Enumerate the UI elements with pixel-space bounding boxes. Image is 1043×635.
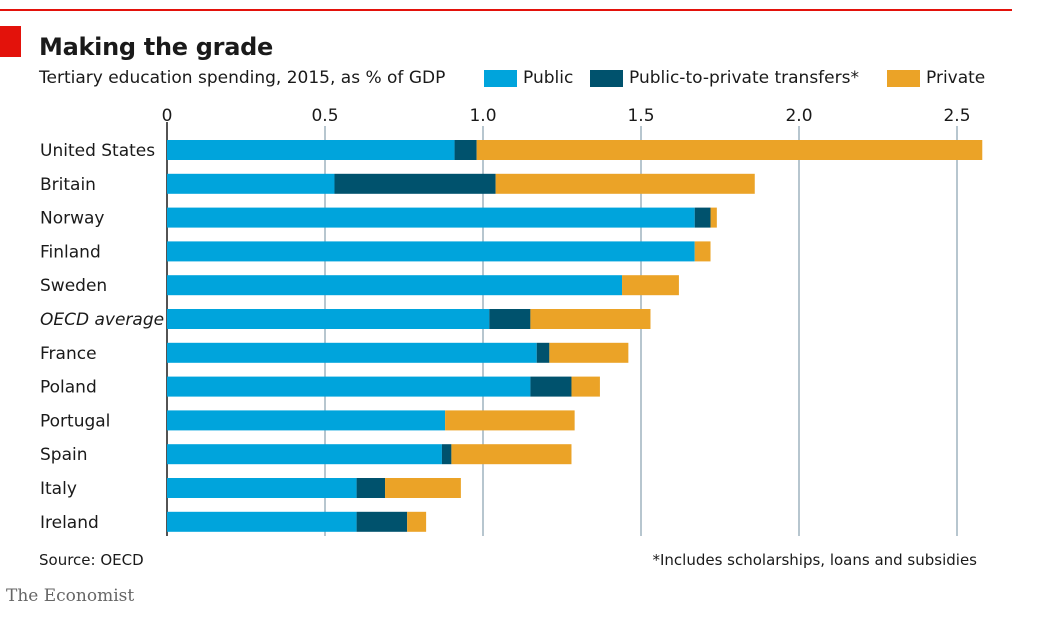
bar-private [694, 241, 711, 262]
bar-public [167, 376, 531, 397]
category-label: Britain [40, 175, 96, 195]
bar-public [167, 207, 695, 228]
bar-public [167, 309, 490, 329]
x-tick-label: 2.0 [785, 106, 812, 126]
x-tick-label: 1.0 [469, 106, 496, 126]
bar-private [451, 444, 572, 465]
bar-transfers [454, 140, 477, 160]
category-label: Poland [40, 378, 97, 398]
x-tick-label: 0.5 [311, 106, 338, 126]
bar-private [407, 511, 427, 532]
bar-private [549, 342, 629, 363]
bar-public [167, 511, 357, 532]
bar-public [167, 275, 623, 296]
stacked-bar-chart: 0 0.5 1.0 1.5 2.0 2.5 United States Britain Norw… [40, 106, 983, 536]
chart-title: Making the grade [39, 33, 273, 61]
category-label: Finland [40, 242, 101, 262]
footnote: *Includes scholarships, loans and subsid… [652, 551, 978, 569]
bar-private [495, 173, 755, 194]
bar-transfers [694, 207, 711, 228]
top-rule [0, 9, 1012, 11]
bar-public [167, 173, 335, 194]
publisher-brand: The Economist [6, 586, 135, 606]
bar-transfers [356, 511, 408, 532]
legend-label-transfers: Public-to-private transfers* [629, 68, 859, 88]
legend-item-private: Private [887, 68, 985, 88]
bar-public [167, 342, 537, 363]
legend-swatch-private [887, 69, 920, 87]
bar-private [385, 478, 461, 498]
bar-private [710, 207, 717, 228]
x-tick-label: 1.5 [627, 106, 654, 126]
legend-label-private: Private [926, 68, 986, 88]
legend-label-public: Public [523, 68, 574, 88]
legend-item-public: Public [484, 68, 573, 88]
bar-private [622, 275, 679, 296]
bar-transfers [536, 342, 550, 363]
source-note: Source: OECD [39, 551, 144, 569]
category-label: Portugal [40, 411, 110, 431]
bar-private [476, 140, 983, 160]
bar-public [167, 444, 442, 465]
bar-transfers [441, 444, 452, 465]
category-label: Sweden [40, 276, 107, 296]
category-label: OECD average [40, 310, 164, 330]
legend-swatch-transfers [590, 69, 623, 87]
category-label: France [40, 344, 97, 364]
category-label: Ireland [40, 513, 99, 533]
bar-private [571, 376, 600, 397]
bar-transfers [530, 376, 572, 397]
legend-item-transfers: Public-to-private transfers* [590, 68, 859, 88]
bar-public [167, 478, 357, 498]
x-tick-label: 2.5 [943, 106, 970, 126]
chart-subtitle: Tertiary education spending, 2015, as % … [39, 68, 446, 88]
category-label: Norway [40, 209, 105, 229]
bar-public [167, 410, 446, 431]
legend-swatch-public [484, 69, 517, 87]
bar-transfers [489, 309, 531, 329]
category-label: Italy [40, 479, 77, 499]
bar-private [530, 309, 651, 329]
bar-public [167, 241, 695, 262]
bar-private [445, 410, 575, 431]
brand-red-tag [0, 26, 21, 57]
category-label: United States [40, 141, 155, 161]
bar-transfers [334, 173, 496, 194]
bar-transfers [356, 478, 386, 498]
category-label: Spain [40, 445, 88, 465]
bar-public [167, 140, 455, 160]
x-tick-label: 0 [162, 106, 173, 126]
